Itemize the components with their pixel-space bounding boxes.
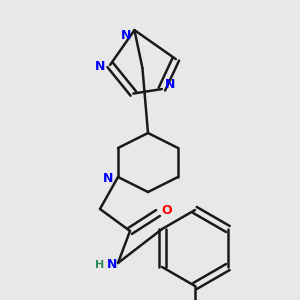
Text: H: H: [95, 260, 105, 270]
Text: N: N: [95, 60, 105, 74]
Text: N: N: [107, 259, 117, 272]
Text: O: O: [162, 203, 172, 217]
Text: N: N: [121, 28, 132, 42]
Text: N: N: [103, 172, 113, 185]
Text: N: N: [165, 77, 175, 91]
